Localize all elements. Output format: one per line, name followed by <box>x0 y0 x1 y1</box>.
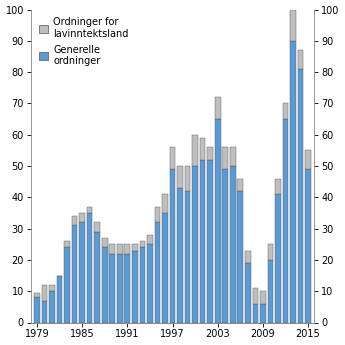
Bar <box>42 285 47 300</box>
Bar <box>34 297 40 323</box>
Bar <box>305 169 311 323</box>
Bar <box>283 104 288 119</box>
Bar <box>245 250 251 263</box>
Bar <box>49 285 55 291</box>
Bar <box>268 260 273 323</box>
Bar <box>215 97 220 119</box>
Bar <box>192 166 198 323</box>
Bar <box>185 166 190 191</box>
Bar <box>109 244 115 254</box>
Bar <box>34 293 40 297</box>
Bar <box>223 147 228 169</box>
Bar <box>49 291 55 323</box>
Bar <box>230 166 236 323</box>
Bar <box>177 166 183 188</box>
Bar <box>79 213 85 223</box>
Bar <box>170 147 175 169</box>
Bar <box>298 50 303 69</box>
Bar <box>268 244 273 260</box>
Bar <box>207 147 213 160</box>
Bar <box>117 254 122 323</box>
Bar <box>223 169 228 323</box>
Bar <box>125 254 130 323</box>
Bar <box>125 244 130 254</box>
Bar <box>87 207 92 213</box>
Bar <box>260 291 266 304</box>
Bar <box>147 244 153 323</box>
Bar <box>185 191 190 323</box>
Bar <box>72 226 77 323</box>
Bar <box>170 169 175 323</box>
Bar <box>79 223 85 323</box>
Bar <box>57 276 62 323</box>
Bar <box>147 235 153 244</box>
Bar <box>155 223 160 323</box>
Bar <box>102 247 108 323</box>
Bar <box>109 254 115 323</box>
Bar <box>298 69 303 323</box>
Bar <box>290 41 296 323</box>
Bar <box>162 213 168 323</box>
Bar <box>42 300 47 323</box>
Bar <box>87 213 92 323</box>
Bar <box>275 179 281 194</box>
Bar <box>237 179 243 191</box>
Bar <box>253 288 258 304</box>
Bar <box>230 147 236 166</box>
Bar <box>94 223 100 232</box>
Bar <box>200 138 206 160</box>
Bar <box>237 191 243 323</box>
Bar <box>192 135 198 166</box>
Bar <box>139 247 145 323</box>
Bar <box>94 232 100 323</box>
Bar <box>132 250 138 323</box>
Bar <box>275 194 281 323</box>
Bar <box>64 247 70 323</box>
Bar <box>245 263 251 323</box>
Bar <box>290 10 296 41</box>
Bar <box>64 241 70 247</box>
Bar <box>155 207 160 223</box>
Bar <box>283 119 288 323</box>
Bar <box>72 216 77 226</box>
Bar <box>117 244 122 254</box>
Bar <box>102 238 108 247</box>
Bar <box>215 119 220 323</box>
Bar <box>207 160 213 323</box>
Bar <box>139 241 145 247</box>
Bar <box>132 244 138 250</box>
Bar <box>200 160 206 323</box>
Bar <box>162 194 168 213</box>
Bar <box>253 304 258 323</box>
Bar <box>260 304 266 323</box>
Bar <box>177 188 183 323</box>
Legend: Ordninger for
lavinntektsland, Generelle
ordninger: Ordninger for lavinntektsland, Generelle… <box>36 14 131 69</box>
Bar <box>305 150 311 169</box>
